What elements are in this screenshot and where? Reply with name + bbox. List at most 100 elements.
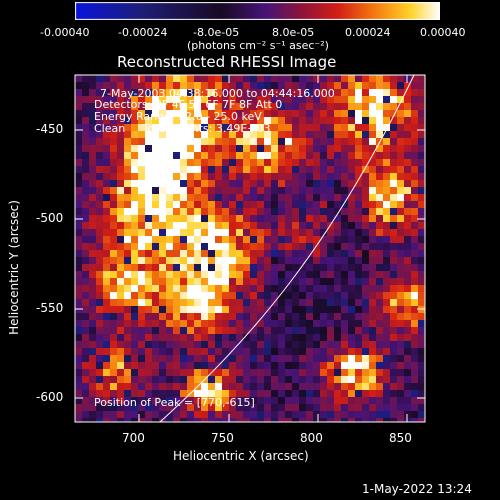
heatmap-cell [138, 404, 145, 411]
heatmap-cell [334, 271, 341, 278]
heatmap-cell [411, 285, 418, 292]
heatmap-cell [383, 236, 390, 243]
heatmap-cell [285, 145, 292, 152]
heatmap-cell [75, 96, 82, 103]
heatmap-cell [159, 152, 166, 159]
heatmap-cell [131, 306, 138, 313]
heatmap-cell [257, 390, 264, 397]
heatmap-cell [313, 320, 320, 327]
heatmap-cell [348, 180, 355, 187]
heatmap-cell [229, 348, 236, 355]
heatmap-cell [103, 369, 110, 376]
heatmap-cell [334, 194, 341, 201]
heatmap-cell [362, 75, 369, 82]
heatmap-cell [166, 89, 173, 96]
heatmap-cell [201, 355, 208, 362]
heatmap-cell [292, 229, 299, 236]
heatmap-cell [355, 390, 362, 397]
heatmap-cell [75, 166, 82, 173]
heatmap-cell [348, 334, 355, 341]
heatmap-cell [334, 243, 341, 250]
heatmap-cell [390, 152, 397, 159]
heatmap-cell [222, 201, 229, 208]
heatmap-cell [222, 194, 229, 201]
heatmap-cell [327, 376, 334, 383]
heatmap-cell [173, 320, 180, 327]
heatmap-cell [236, 411, 243, 418]
heatmap-cell [292, 313, 299, 320]
heatmap-cell [110, 222, 117, 229]
heatmap-cell [222, 229, 229, 236]
heatmap-cell [243, 334, 250, 341]
heatmap-cell [131, 208, 138, 215]
heatmap-cell [278, 243, 285, 250]
heatmap-cell [187, 299, 194, 306]
heatmap-cell [222, 376, 229, 383]
heatmap-cell [124, 215, 131, 222]
heatmap-cell [418, 348, 425, 355]
heatmap-cell [383, 362, 390, 369]
heatmap-cell [117, 138, 124, 145]
heatmap-cell [173, 82, 180, 89]
heatmap-cell [404, 376, 411, 383]
heatmap-cell [376, 103, 383, 110]
heatmap-cell [404, 369, 411, 376]
heatmap-cell [131, 180, 138, 187]
heatmap-cell [250, 152, 257, 159]
heatmap-cell [257, 320, 264, 327]
heatmap-cell [145, 299, 152, 306]
heatmap-cell [390, 292, 397, 299]
heatmap-cell [201, 285, 208, 292]
heatmap-cell [341, 390, 348, 397]
heatmap-cell [103, 383, 110, 390]
heatmap-cell [390, 348, 397, 355]
heatmap-cell [187, 131, 194, 138]
heatmap-cell [124, 369, 131, 376]
heatmap-cell [173, 334, 180, 341]
heatmap-cell [362, 404, 369, 411]
heatmap-cell [187, 110, 194, 117]
heatmap-cell [369, 103, 376, 110]
heatmap-cell [278, 152, 285, 159]
heatmap-cell [103, 404, 110, 411]
heatmap-cell [334, 124, 341, 131]
heatmap-cell [131, 138, 138, 145]
heatmap-cell [131, 390, 138, 397]
heatmap-cell [180, 334, 187, 341]
heatmap-cell [306, 327, 313, 334]
heatmap-cell [306, 89, 313, 96]
heatmap-cell [257, 131, 264, 138]
heatmap-cell [397, 229, 404, 236]
heatmap-cell [103, 306, 110, 313]
heatmap-cell [334, 187, 341, 194]
heatmap-cell [285, 411, 292, 418]
heatmap-cell [166, 376, 173, 383]
heatmap-cell [215, 173, 222, 180]
heatmap-cell [110, 369, 117, 376]
heatmap-cell [397, 96, 404, 103]
heatmap-cell [201, 89, 208, 96]
heatmap-cell [82, 187, 89, 194]
heatmap-cell [250, 285, 257, 292]
heatmap-cell [222, 250, 229, 257]
heatmap-cell [341, 110, 348, 117]
heatmap-cell [362, 243, 369, 250]
heatmap-cell [369, 215, 376, 222]
heatmap-cell [138, 152, 145, 159]
heatmap-cell [173, 313, 180, 320]
heatmap-cell [201, 390, 208, 397]
heatmap-cell [187, 320, 194, 327]
heatmap-cell [103, 362, 110, 369]
heatmap-cell [397, 187, 404, 194]
heatmap-cell [299, 243, 306, 250]
heatmap-cell [369, 82, 376, 89]
heatmap-cell [278, 131, 285, 138]
heatmap-cell [131, 187, 138, 194]
heatmap-cell [250, 362, 257, 369]
heatmap-cell [376, 82, 383, 89]
heatmap-cell [236, 222, 243, 229]
heatmap-cell [278, 89, 285, 96]
heatmap-cell [243, 145, 250, 152]
heatmap-cell [201, 201, 208, 208]
heatmap-cell [131, 285, 138, 292]
